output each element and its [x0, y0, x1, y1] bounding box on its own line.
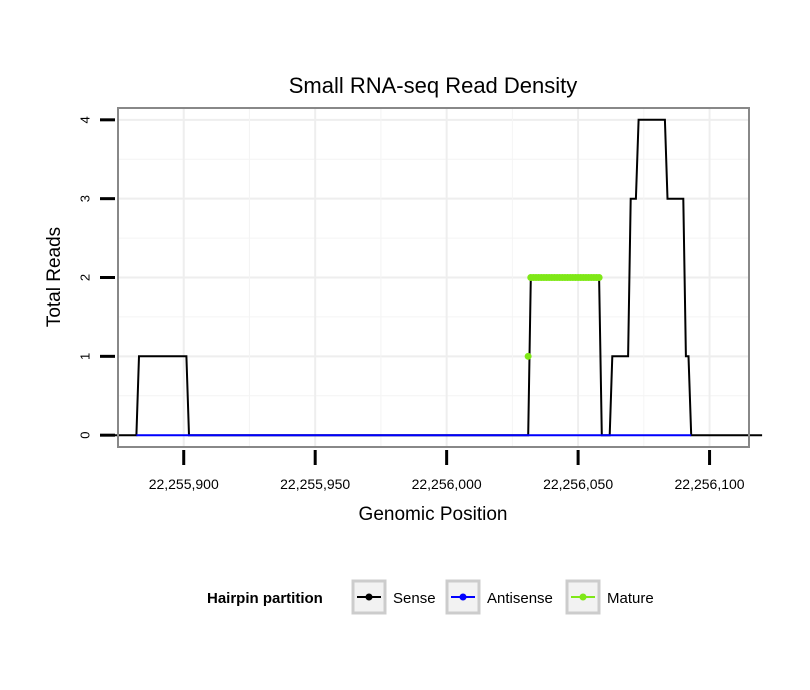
legend-key-dot	[459, 593, 467, 601]
mature-point	[524, 352, 532, 360]
legend-key-dot	[579, 593, 587, 601]
x-tick-label: 22,255,950	[280, 476, 350, 492]
y-tick-label: 1	[77, 353, 92, 360]
y-tick-label: 2	[77, 274, 92, 281]
y-tick-label: 3	[77, 195, 92, 202]
y-axis: 0 1 2 3 4	[77, 116, 115, 439]
plot-border	[117, 107, 750, 448]
series-layer	[110, 118, 763, 437]
x-tick-label: 22,256,100	[675, 476, 745, 492]
mature-point	[595, 274, 603, 281]
legend-key-dot	[365, 593, 373, 601]
x-tick-label: 22,255,900	[149, 476, 219, 492]
legend-label-sense: Sense	[393, 590, 436, 607]
y-axis-label: Total Reads	[44, 227, 65, 327]
legend-title: Hairpin partition	[207, 590, 323, 607]
legend-label-antisense: Antisense	[487, 590, 553, 607]
legend: Hairpin partition Sense Antisense Mature	[207, 579, 654, 615]
legend-items: Sense Antisense Mature	[351, 579, 654, 615]
series-line-sense	[110, 118, 763, 437]
legend-label-mature: Mature	[607, 590, 654, 607]
grid-lines	[118, 108, 749, 447]
y-tick-label: 0	[77, 432, 92, 439]
x-axis-label: Genomic Position	[359, 504, 508, 525]
x-axis: 22,255,900 22,255,950 22,256,000 22,256,050…	[149, 450, 745, 492]
x-tick-label: 22,256,000	[412, 476, 482, 492]
y-tick-label: 4	[77, 116, 92, 123]
chart-title: Small RNA-seq Read Density	[289, 73, 578, 98]
x-tick-label: 22,256,050	[543, 476, 613, 492]
